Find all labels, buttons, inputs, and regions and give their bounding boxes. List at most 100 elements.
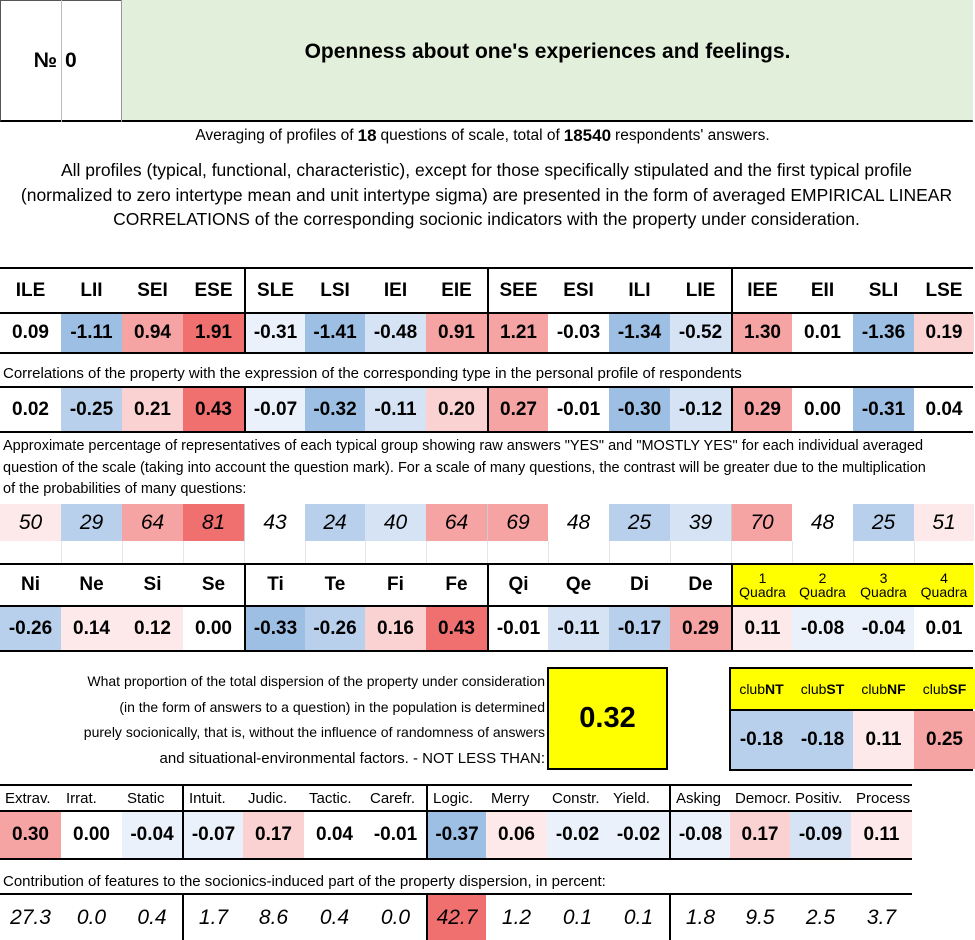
dispersion-line-2: (in the form of answers to a question) i… bbox=[119, 698, 545, 715]
trait-value-logic: -0.37 bbox=[426, 812, 486, 858]
number-label: № bbox=[33, 49, 57, 72]
club-name-nf: NF bbox=[887, 681, 906, 697]
quadra-value-4: 0.01 bbox=[914, 607, 974, 650]
trait-header-logic: Logic. bbox=[426, 786, 486, 810]
type-correlation-lii: -0.25 bbox=[61, 388, 122, 431]
types-gridline bbox=[183, 541, 184, 563]
respondents-count: 18540 bbox=[563, 126, 612, 145]
types-gridline bbox=[914, 541, 915, 563]
trait-value-process: 0.11 bbox=[851, 812, 912, 858]
trait-value-static: -0.04 bbox=[122, 812, 182, 858]
trait-contribution-carefr: 0.0 bbox=[365, 895, 426, 940]
questions-count: 18 bbox=[357, 126, 377, 145]
trait-contribution-tactic: 0.4 bbox=[304, 895, 365, 940]
trait-header-judic: Judic. bbox=[248, 789, 288, 807]
trait-header-tactic: Tactic. bbox=[309, 789, 352, 807]
type-correlation-iei: -0.11 bbox=[365, 388, 426, 431]
type-normalized-sle: -0.31 bbox=[244, 314, 305, 352]
quadra-number-1: 1 bbox=[758, 570, 767, 586]
types-gridline bbox=[487, 541, 488, 563]
quadra-value-1: 0.11 bbox=[731, 607, 792, 650]
number-cell: № bbox=[0, 0, 62, 122]
club-value-1: -0.18 bbox=[731, 711, 792, 769]
trait-value-intuit: -0.07 bbox=[182, 812, 243, 858]
function-header-te: Te bbox=[324, 574, 346, 595]
trait-value-tactic: 0.04 bbox=[304, 812, 365, 858]
quadra-value-2: -0.08 bbox=[792, 607, 853, 650]
club-prefix-nf: club bbox=[861, 681, 887, 697]
types-corr-rule bbox=[0, 431, 973, 433]
trait-value-constr: -0.02 bbox=[547, 812, 608, 858]
type-normalized-iei: -0.48 bbox=[365, 314, 426, 352]
functions-top-rule bbox=[0, 563, 973, 565]
type-normalized-eii: 0.01 bbox=[792, 314, 853, 352]
function-header-de: De bbox=[688, 574, 713, 595]
types-corr-top-rule bbox=[0, 386, 973, 388]
type-percentage-iei: 40 bbox=[365, 504, 426, 541]
quadra-word-2: Quadra bbox=[799, 584, 846, 600]
type-correlation-ile: 0.02 bbox=[0, 388, 61, 431]
dispersion-text: What proportion of the total dispersion … bbox=[60, 669, 545, 771]
trait-value-yield: -0.02 bbox=[608, 812, 669, 858]
type-correlation-esi: -0.01 bbox=[548, 388, 609, 431]
quadra-header-3: 3 Quadra bbox=[853, 565, 914, 605]
trait-value-irrat: 0.00 bbox=[61, 812, 122, 858]
function-value-di: -0.17 bbox=[609, 607, 670, 650]
trait-header-process: Process bbox=[856, 789, 911, 807]
traits-top-rule bbox=[0, 784, 912, 786]
type-normalized-ile: 0.09 bbox=[0, 314, 61, 352]
types-gridline bbox=[792, 541, 793, 563]
types-gridline bbox=[426, 541, 427, 563]
trait-contribution-asking: 1.8 bbox=[669, 895, 730, 940]
types-gridline bbox=[61, 541, 62, 563]
function-value-ni: -0.26 bbox=[0, 607, 61, 650]
trait-value-asking: -0.08 bbox=[669, 812, 730, 858]
correlations-note: Correlations of the property with the ex… bbox=[3, 365, 742, 382]
quadra-header-1: 1 Quadra bbox=[731, 565, 792, 605]
type-percentage-lsi: 24 bbox=[305, 504, 365, 541]
type-correlation-sle: -0.07 bbox=[244, 388, 305, 431]
function-value-qe: -0.11 bbox=[548, 607, 609, 650]
function-header-di: Di bbox=[630, 574, 649, 595]
club-header-nf: club NF bbox=[853, 669, 914, 709]
types-gridline bbox=[731, 541, 732, 563]
type-correlation-ili: -0.30 bbox=[609, 388, 670, 431]
dispersion-line-3: purely socionically, that is, without th… bbox=[83, 724, 545, 740]
type-header-sle: SLE bbox=[244, 269, 305, 312]
trait-header-positiv: Positiv. bbox=[795, 789, 843, 807]
type-normalized-sei: 0.94 bbox=[122, 314, 183, 352]
trait-contribution-merry: 1.2 bbox=[486, 895, 547, 940]
quadra-word-3: Quadra bbox=[860, 584, 907, 600]
function-value-se: 0.00 bbox=[183, 607, 244, 650]
function-header-fe: Fe bbox=[445, 574, 468, 595]
function-header-ni: Ni bbox=[21, 574, 40, 595]
trait-value-judic: 0.17 bbox=[243, 812, 304, 858]
trait-value-merry: 0.06 bbox=[486, 812, 547, 858]
function-value-te: -0.26 bbox=[305, 607, 365, 650]
trait-header-yield: Yield. bbox=[613, 789, 650, 807]
type-normalized-see: 1.21 bbox=[487, 314, 548, 352]
club-prefix-nt: club bbox=[739, 681, 765, 697]
dispersion-line-4: and situational-environmental factors. -… bbox=[159, 749, 545, 767]
trait-contribution-process: 3.7 bbox=[851, 895, 912, 940]
type-header-lsi: LSI bbox=[320, 279, 350, 301]
quadra-header-2: 2 Quadra bbox=[792, 565, 853, 605]
function-value-ne: 0.14 bbox=[61, 607, 122, 650]
type-header-esi: ESI bbox=[563, 279, 594, 301]
function-header-fi: Fi bbox=[387, 574, 404, 595]
type-correlation-eii: 0.00 bbox=[792, 388, 853, 431]
types-gridline bbox=[853, 541, 854, 563]
type-percentage-lii: 29 bbox=[61, 504, 122, 541]
quadra-word-1: Quadra bbox=[739, 584, 786, 600]
function-header-qe: Qe bbox=[565, 574, 592, 595]
types-gridline bbox=[609, 541, 610, 563]
function-value-fi: 0.16 bbox=[365, 607, 426, 650]
club-value-3: 0.11 bbox=[853, 711, 914, 769]
trait-header-democr: Democr. bbox=[735, 789, 791, 807]
club-value-4: 0.25 bbox=[914, 711, 975, 769]
trait-contribution-intuit: 1.7 bbox=[182, 895, 243, 940]
dispersion-line-1: What proportion of the total dispersion … bbox=[87, 673, 545, 689]
type-normalized-lsi: -1.41 bbox=[305, 314, 365, 352]
clubs-header-rule bbox=[729, 709, 973, 711]
club-value-2: -0.18 bbox=[792, 711, 853, 769]
